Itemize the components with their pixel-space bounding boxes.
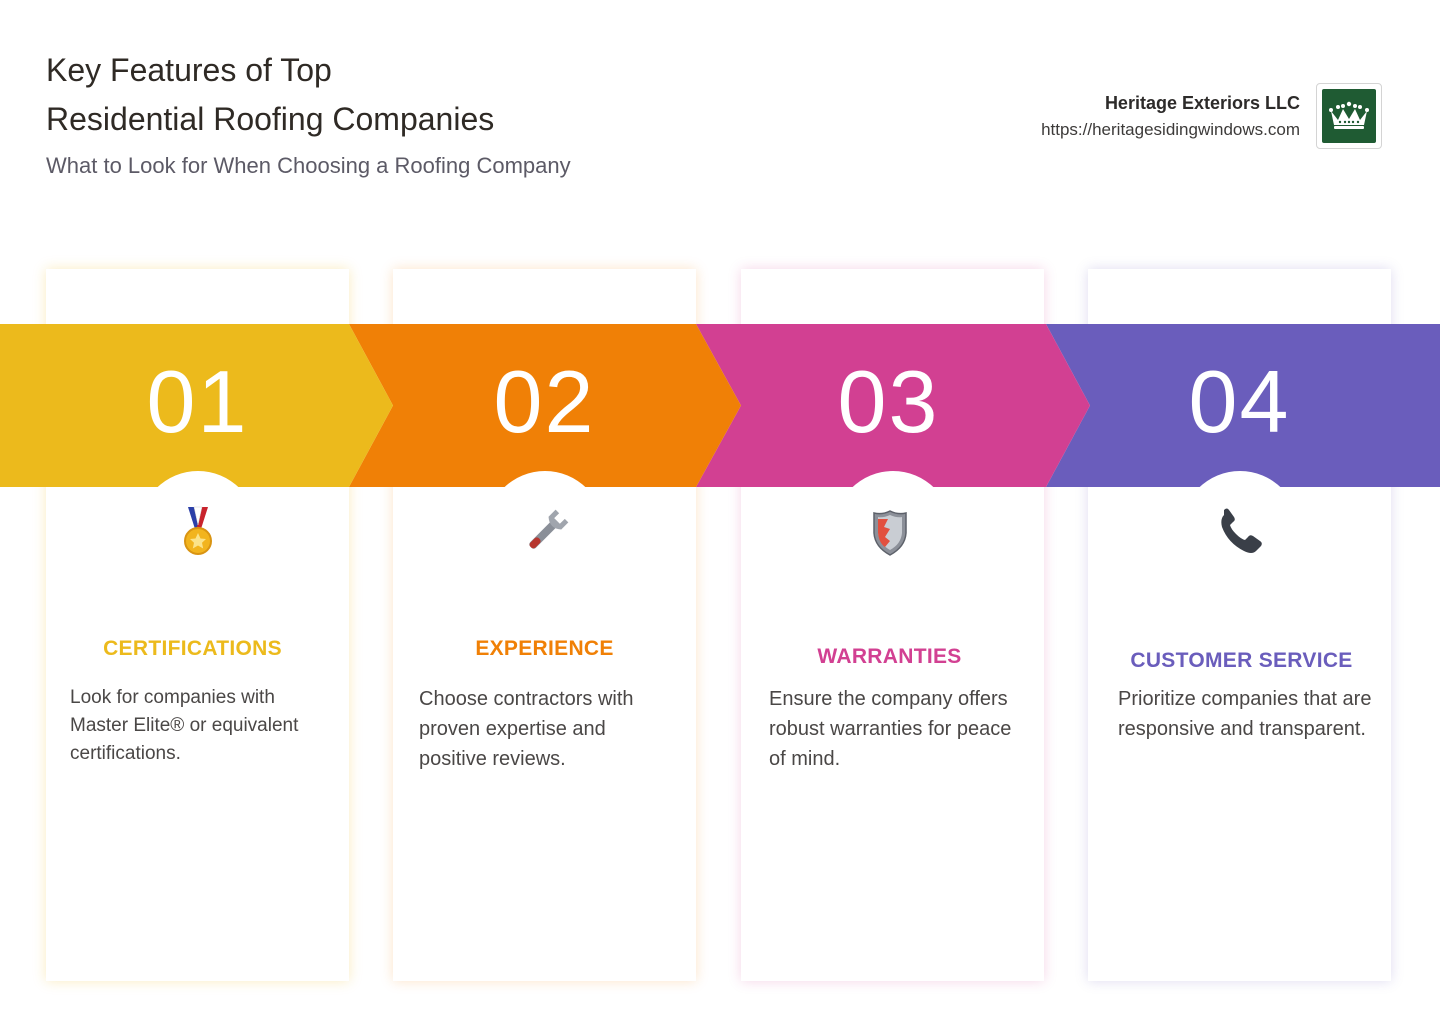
- crown-logo-icon: [1322, 89, 1376, 143]
- brand-logo: [1316, 83, 1382, 149]
- step-4-chevron: [0, 324, 393, 487]
- feature-title-customer-service: CUSTOMER SERVICE: [1130, 649, 1353, 672]
- page-subtitle: What to Look for When Choosing a Roofing…: [46, 153, 571, 178]
- step-number-1: 01: [146, 352, 249, 451]
- brand-block: Heritage Exteriors LLC https://heritages…: [1041, 90, 1300, 144]
- feature-description-customer-service: Prioritize companies that are responsive…: [1118, 688, 1372, 740]
- step-number-4: 04: [1188, 352, 1291, 451]
- feature-title-certifications: CERTIFICATIONS: [103, 637, 282, 660]
- wrench-icon: [515, 505, 575, 561]
- step-chevron-band: [0, 324, 1440, 487]
- feature-title-warranties: WARRANTIES: [817, 645, 962, 668]
- step-number-2: 02: [493, 352, 596, 451]
- step-2-chevron: [696, 324, 1090, 487]
- feature-title-experience: EXPERIENCE: [475, 637, 614, 660]
- brand-name: Heritage Exteriors LLC: [1104, 93, 1300, 113]
- brand-url[interactable]: https://heritagesidingwindows.com: [1041, 120, 1300, 139]
- feature-description-certifications: Look for companies with Master Elite® or…: [70, 687, 299, 764]
- page-title: Key Features of Top Residential Roofing …: [46, 46, 646, 144]
- telephone-icon: [1210, 505, 1270, 561]
- feature-description-warranties: Ensure the company offers robust warrant…: [769, 688, 1012, 770]
- page-title-line-2: Residential Roofing Companies: [46, 101, 495, 137]
- shield-icon: [861, 505, 921, 561]
- step-3-chevron: [349, 324, 741, 487]
- page-title-line-1: Key Features of Top: [46, 52, 332, 88]
- step-1-chevron: [1046, 324, 1440, 487]
- feature-description-experience: Choose contractors with proven expertise…: [419, 688, 634, 770]
- medal-icon: [168, 505, 228, 561]
- step-number-3: 03: [837, 352, 940, 451]
